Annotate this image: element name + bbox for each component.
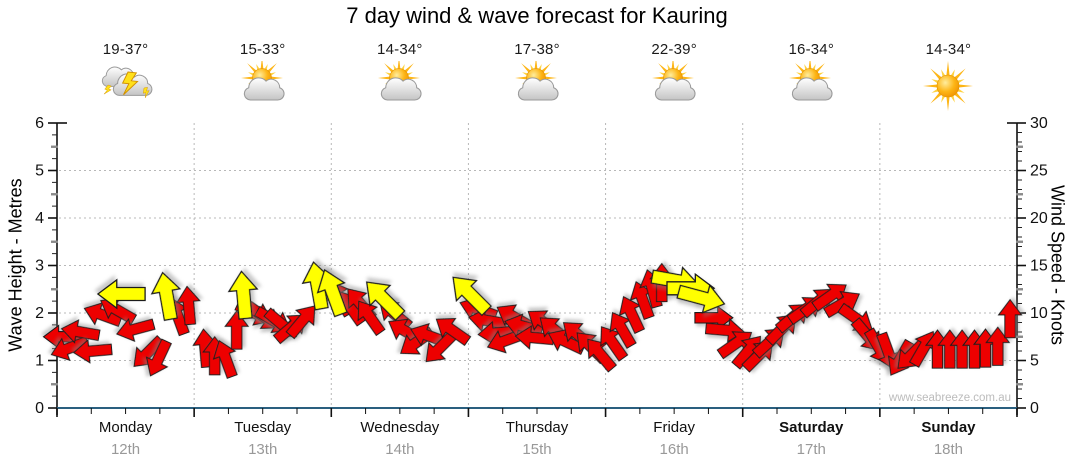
svg-text:1: 1: [35, 353, 44, 370]
x-label-wednesday: Wednesday 14th: [332, 419, 468, 458]
wind-arrow: [60, 319, 101, 344]
svg-text:10: 10: [1030, 305, 1048, 322]
chart-title: 7 day wind & wave forecast for Kauring: [346, 3, 728, 28]
axis-spines: [56, 122, 1018, 415]
x-label-monday: Monday 12th: [58, 419, 194, 458]
svg-text:20: 20: [1030, 210, 1048, 227]
right-axis-ticks: 0 5 10 15 20 25 30: [1016, 115, 1048, 417]
day-date: 12th: [110, 441, 141, 458]
wind-arrow: [285, 305, 316, 340]
day-name: Tuesday: [234, 419, 292, 436]
sun-cloud-icon: [751, 57, 871, 113]
wind-arrow: [72, 338, 113, 364]
day-date: 16th: [659, 441, 689, 458]
right-axis-title: Wind Speed - Knots: [1047, 184, 1068, 346]
svg-text:6: 6: [35, 115, 44, 132]
svg-text:4: 4: [35, 210, 44, 227]
day-name: Sunday: [921, 419, 976, 436]
svg-text:2: 2: [35, 305, 44, 322]
wind-arrow: [587, 338, 618, 373]
wind-arrow: [425, 330, 458, 363]
wind-arrow: [609, 311, 637, 349]
wind-arrow: [357, 300, 386, 337]
wind-arrow: [435, 318, 472, 347]
day-date: 18th: [933, 441, 964, 458]
sun-cloud-icon: [614, 57, 734, 113]
x-label-tuesday: Tuesday 13th: [195, 419, 331, 458]
day-name: Saturday: [779, 419, 844, 436]
day-header-monday: 19-37°: [66, 41, 186, 113]
sun-cloud-icon: [477, 57, 597, 113]
wind-arrow: [365, 281, 406, 321]
day-header-friday: 22-39°: [614, 41, 734, 113]
temp-range: 14-34°: [925, 41, 972, 58]
sun-cloud-icon: [340, 57, 460, 113]
day-name: Thursday: [505, 419, 569, 436]
svg-text:3: 3: [35, 258, 44, 275]
wind-arrow: [316, 268, 348, 318]
wind-arrow: [452, 276, 492, 317]
day-date: 13th: [248, 441, 278, 458]
x-label-sunday: Sunday 18th: [880, 419, 1016, 458]
wind-arrow: [618, 295, 646, 335]
thunderstorm-icon: [66, 61, 186, 113]
sunny-icon: [888, 61, 1008, 113]
x-label-saturday: Saturday 17th: [743, 419, 879, 458]
wind-arrow: [227, 270, 259, 320]
day-name: Monday: [98, 419, 153, 436]
temp-range: 22-39°: [651, 41, 697, 58]
bottom-axis-ticks: [56, 408, 1018, 417]
day-date: 15th: [522, 441, 552, 458]
x-label-thursday: Thursday 15th: [469, 419, 605, 458]
vertical-gridlines: [193, 123, 881, 408]
day-name: Friday: [653, 419, 695, 436]
day-date: 14th: [385, 441, 415, 458]
day-header-thursday: 17-38°: [477, 41, 597, 113]
temp-range: 19-37°: [102, 41, 149, 58]
wind-arrow: [676, 283, 726, 314]
wind-arrow: [145, 338, 172, 377]
wind-arrow: [116, 317, 156, 342]
svg-text:5: 5: [1030, 353, 1039, 370]
wind-arrow: [176, 285, 201, 326]
x-label-friday: Friday 16th: [606, 419, 742, 458]
day-header-wednesday: 14-34°: [340, 41, 460, 113]
svg-text:15: 15: [1030, 258, 1048, 275]
temp-range: 15-33°: [239, 41, 286, 58]
left-axis-ticks: 0 1 2 3 4 5 6: [35, 115, 58, 417]
svg-text:30: 30: [1030, 115, 1048, 132]
svg-text:25: 25: [1030, 163, 1048, 180]
temp-range: 16-34°: [788, 41, 835, 58]
temp-range: 14-34°: [377, 41, 423, 58]
svg-text:0: 0: [1030, 400, 1039, 417]
wind-arrow: [694, 305, 734, 331]
wind-arrow: [985, 326, 1011, 366]
svg-text:0: 0: [35, 400, 44, 417]
wind-arrow: [212, 339, 238, 379]
wind-arrow: [150, 271, 182, 322]
svg-text:5: 5: [35, 163, 44, 180]
left-axis-title: Wave Height - Metres: [5, 178, 26, 352]
day-header-sunday: 14-34°: [888, 41, 1008, 113]
day-date: 17th: [796, 441, 826, 458]
temp-range: 17-38°: [514, 41, 560, 58]
day-name: Wednesday: [360, 419, 440, 436]
watermark: www.seabreeze.com.au: [888, 392, 1011, 404]
wind-arrow: [823, 291, 861, 319]
day-header-tuesday: 15-33°: [203, 41, 323, 113]
wind-arrow: [997, 298, 1023, 339]
wind-arrow: [96, 278, 146, 310]
sun-cloud-icon: [203, 57, 323, 113]
wind-arrows: [42, 261, 1023, 379]
day-header-saturday: 16-34°: [751, 41, 871, 113]
